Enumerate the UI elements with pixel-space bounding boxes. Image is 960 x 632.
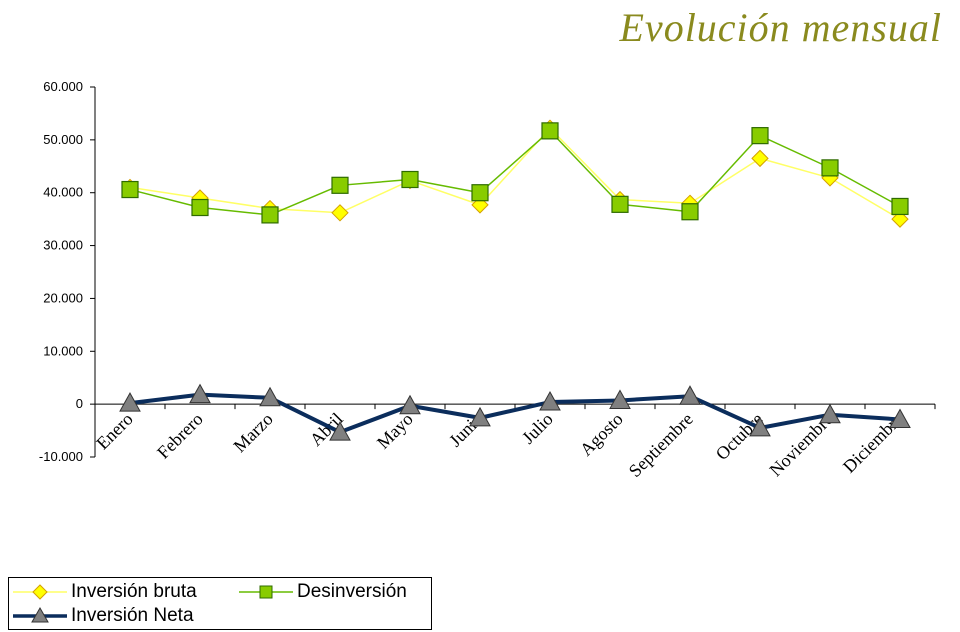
legend-marker-triangle-icon [13,606,67,623]
series-line [129,130,901,216]
legend-item-inversion-neta: Inversión Neta [13,605,194,627]
x-axis-labels: Enero Febrero Marzo Abril Mayo Junio Julio Agos… [92,409,907,481]
data-point [331,176,349,194]
data-point [889,408,911,428]
y-tick-label: 60.000 [43,79,83,94]
data-point [609,389,631,409]
data-point [891,210,909,228]
y-tick-label: 50.000 [43,132,83,147]
data-point [261,206,279,224]
y-tick-label: 30.000 [43,238,83,253]
data-point [611,195,629,213]
series-2 [119,383,911,441]
data-point [191,198,209,217]
legend: Inversión bruta Desinversión Inversión N… [8,577,432,630]
x-tick-label: Febrero [153,409,207,463]
x-tick-label: Marzo [229,409,276,456]
series-layer [119,119,911,441]
y-tick-label: 40.000 [43,185,83,200]
y-tick-label: 0 [76,396,83,411]
data-point [821,159,839,177]
data-point [331,204,349,222]
x-tick-label: Julio [518,409,557,448]
x-tick-label: Septiembre [625,409,697,481]
legend-label: Inversión Neta [71,605,194,626]
axes [94,87,936,457]
data-point [401,170,419,189]
y-tick-label: -10.000 [39,449,83,464]
data-point [751,149,769,168]
y-tick-label: 20.000 [43,290,83,305]
legend-item-inversion-bruta: Inversión bruta [13,581,197,603]
y-tick-label: 10.000 [43,343,83,358]
data-point [539,390,561,411]
data-point [189,383,211,404]
series-1 [121,122,909,224]
legend-label: Desinversión [297,581,407,602]
data-point [119,392,141,412]
legend-marker-diamond-icon [13,584,67,600]
data-point [541,122,559,140]
data-point [259,386,281,407]
data-point [329,421,351,441]
legend-label: Inversión bruta [71,581,197,602]
chart-title: Evolución mensual [619,5,942,50]
data-point [471,184,489,202]
data-point [891,197,909,216]
data-point [681,203,699,221]
data-point [751,127,769,145]
series-line [129,127,901,220]
data-point [469,406,491,427]
data-point [679,385,701,405]
series-line [129,392,901,435]
data-point [819,403,841,424]
y-axis-ticks: 60.000 50.000 40.000 30.000 20.000 10.000 0 -10… [39,79,95,464]
data-point [749,416,771,437]
x-tick-label: Enero [92,409,137,454]
data-point [399,394,421,415]
legend-marker-square-icon [239,585,293,599]
x-tick-label: Agosto [576,409,627,460]
chart-plot: 60.000 50.000 40.000 30.000 20.000 10.000 0 -10… [39,79,936,481]
legend-item-desinversion: Desinversión [239,581,407,603]
data-point [121,180,139,199]
